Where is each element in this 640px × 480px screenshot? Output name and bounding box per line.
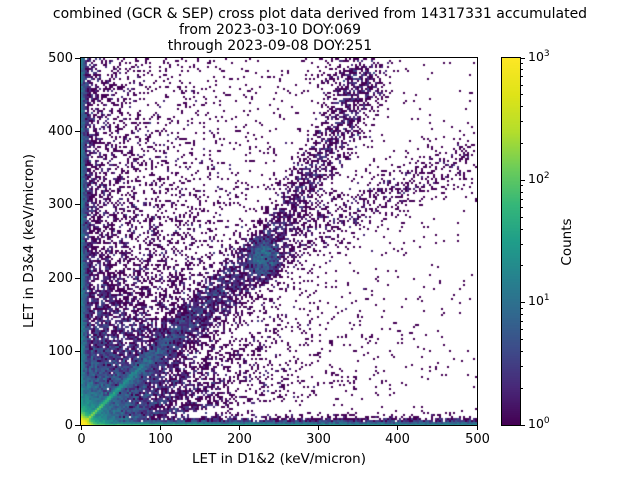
chart-title-line-1: combined (GCR & SEP) cross plot data der… — [52, 6, 588, 22]
y-tick-label: 0 — [64, 418, 73, 433]
x-tick-mark — [397, 426, 398, 430]
colorbar-minor-tick — [521, 185, 523, 186]
chart-title-line-2: from 2023-03-10 DOY:069 — [178, 22, 361, 38]
colorbar-minor-tick — [521, 63, 523, 64]
x-tick-label: 300 — [306, 432, 331, 447]
colorbar-tick-label: 102 — [528, 171, 550, 187]
y-tick-label: 100 — [48, 344, 73, 359]
y-tick-mark — [75, 351, 80, 352]
y-tick-label: 200 — [48, 271, 73, 286]
colorbar-minor-tick — [521, 69, 523, 70]
x-tick-mark — [477, 426, 478, 430]
y-tick-mark — [75, 131, 80, 132]
colorbar-minor-tick — [521, 199, 523, 200]
x-tick-mark — [160, 426, 161, 430]
colorbar-minor-tick — [521, 106, 523, 107]
colorbar-minor-tick — [521, 314, 523, 315]
x-tick-label: 400 — [385, 432, 410, 447]
colorbar-axis-label: Counts — [559, 218, 575, 266]
y-tick-mark — [75, 278, 80, 279]
x-axis-label: LET in D1&2 (keV/micron) — [192, 451, 366, 467]
colorbar-frame — [501, 57, 521, 426]
colorbar-minor-tick — [521, 351, 523, 352]
chart-title-line-3: through 2023-09-08 DOY:251 — [167, 38, 373, 54]
colorbar-minor-tick — [521, 366, 523, 367]
colorbar-minor-tick — [521, 94, 523, 95]
colorbar-minor-tick — [521, 76, 523, 77]
colorbar-major-tick — [521, 302, 525, 303]
x-tick-label: 0 — [77, 432, 86, 447]
y-tick-mark — [75, 425, 80, 426]
colorbar-minor-tick — [521, 192, 523, 193]
x-tick-label: 100 — [148, 432, 173, 447]
colorbar-minor-tick — [521, 217, 523, 218]
y-tick-label: 400 — [48, 124, 73, 139]
colorbar-minor-tick — [521, 143, 523, 144]
colorbar-minor-tick — [521, 321, 523, 322]
x-tick-mark — [318, 426, 319, 430]
y-tick-label: 300 — [48, 197, 73, 212]
colorbar-major-tick — [521, 425, 525, 426]
x-tick-mark — [239, 426, 240, 430]
colorbar-minor-tick — [521, 388, 523, 389]
y-tick-label: 500 — [48, 51, 73, 66]
colorbar-minor-tick — [521, 207, 523, 208]
scatter-heatmap-canvas — [81, 58, 477, 425]
colorbar-minor-tick — [521, 329, 523, 330]
colorbar-tick-label: 101 — [528, 293, 550, 309]
colorbar-minor-tick — [521, 121, 523, 122]
colorbar-minor-tick — [521, 339, 523, 340]
x-tick-label: 200 — [227, 432, 252, 447]
colorbar-minor-tick — [521, 265, 523, 266]
colorbar-minor-tick — [521, 85, 523, 86]
colorbar-minor-tick — [521, 244, 523, 245]
colorbar-major-tick — [521, 58, 525, 59]
y-tick-mark — [75, 58, 80, 59]
y-axis-label: LET in D3&4 (keV/micron) — [21, 154, 37, 328]
colorbar-gradient-canvas — [502, 58, 520, 425]
colorbar-tick-label: 103 — [528, 49, 550, 65]
colorbar-tick-label: 100 — [528, 416, 550, 432]
x-tick-label: 500 — [465, 432, 490, 447]
colorbar-major-tick — [521, 180, 525, 181]
y-tick-mark — [75, 204, 80, 205]
colorbar-minor-tick — [521, 229, 523, 230]
x-tick-mark — [81, 426, 82, 430]
colorbar-minor-tick — [521, 308, 523, 309]
